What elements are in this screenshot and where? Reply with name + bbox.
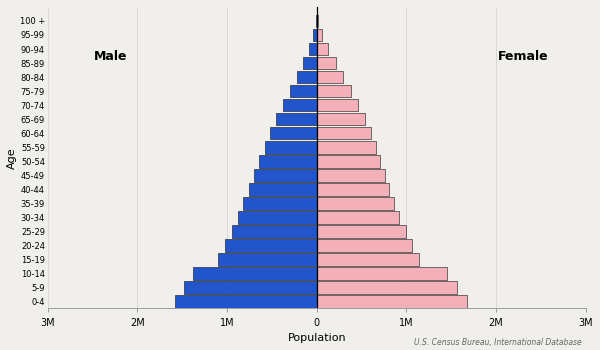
Bar: [184, 281, 317, 294]
Bar: [175, 295, 317, 308]
Bar: [317, 225, 406, 238]
Bar: [225, 239, 317, 252]
Bar: [238, 211, 317, 224]
Bar: [317, 29, 322, 41]
Bar: [317, 85, 351, 97]
Bar: [317, 239, 412, 252]
Bar: [317, 281, 457, 294]
Bar: [317, 211, 399, 224]
Y-axis label: Age: Age: [7, 147, 17, 168]
Bar: [243, 197, 317, 210]
Text: Male: Male: [94, 50, 127, 63]
Text: U.S. Census Bureau, International Database: U.S. Census Bureau, International Databa…: [414, 337, 582, 346]
Bar: [317, 127, 371, 140]
Bar: [248, 183, 317, 196]
Bar: [317, 295, 467, 308]
Bar: [232, 225, 317, 238]
Bar: [316, 15, 317, 27]
Bar: [317, 183, 389, 196]
Bar: [283, 99, 317, 111]
Bar: [317, 267, 447, 280]
Bar: [218, 253, 317, 266]
Bar: [317, 155, 380, 168]
Bar: [303, 57, 317, 69]
Bar: [317, 197, 394, 210]
Bar: [317, 71, 343, 83]
Bar: [259, 155, 317, 168]
Bar: [317, 169, 385, 182]
Text: Female: Female: [497, 50, 548, 63]
Bar: [277, 113, 317, 125]
Bar: [193, 267, 317, 280]
Bar: [308, 43, 317, 55]
Bar: [270, 127, 317, 140]
Bar: [317, 15, 318, 27]
Bar: [290, 85, 317, 97]
Bar: [313, 29, 317, 41]
Bar: [317, 99, 358, 111]
Bar: [317, 113, 365, 125]
Bar: [297, 71, 317, 83]
Bar: [265, 141, 317, 154]
Bar: [254, 169, 317, 182]
Bar: [317, 43, 328, 55]
X-axis label: Population: Population: [287, 333, 346, 343]
Bar: [317, 141, 376, 154]
Bar: [317, 57, 335, 69]
Bar: [317, 253, 419, 266]
